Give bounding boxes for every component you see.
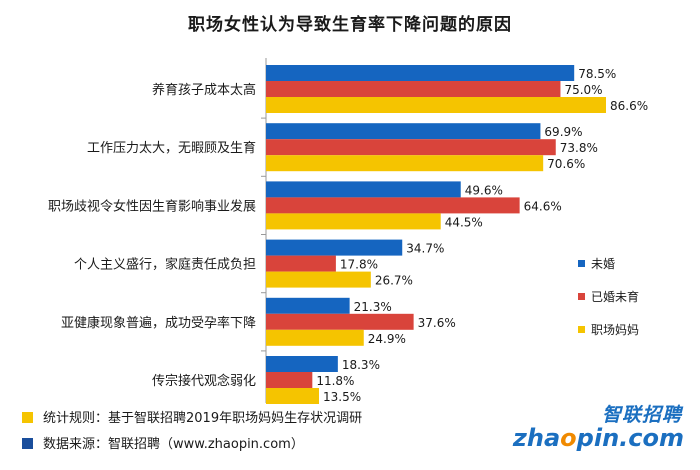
bar <box>266 388 320 404</box>
legend-item: 职场妈妈 <box>578 322 639 338</box>
data-label: 26.7% <box>375 274 413 288</box>
category-label: 工作压力太大，无暇顾及生育 <box>87 140 256 156</box>
data-label: 64.6% <box>524 199 562 213</box>
data-label: 73.8% <box>560 141 598 155</box>
data-label: 18.3% <box>342 358 380 372</box>
category-label: 养育孩子成本太高 <box>152 82 256 98</box>
bar <box>266 372 313 388</box>
zhaopin-logo: 智联招聘 zhaopin.com <box>513 400 688 460</box>
legend-item: 已婚未育 <box>578 289 639 305</box>
bar <box>266 356 338 372</box>
legend-item: 未婚 <box>578 256 615 272</box>
legend-swatch <box>578 293 585 300</box>
bar <box>266 213 441 230</box>
category-label: 亚健康现象普遍，成功受孕率下降 <box>61 315 256 331</box>
logo-cn-text: 智联招聘 <box>601 404 682 426</box>
chart-title: 职场女性认为导致生育率下降问题的原因 <box>188 15 512 35</box>
data-label: 34.7% <box>406 242 444 256</box>
data-label: 37.6% <box>418 316 456 330</box>
bar <box>266 123 541 140</box>
logo-en-text: zhaopin.com <box>513 424 684 452</box>
data-label: 69.9% <box>544 125 582 139</box>
bar <box>266 97 606 113</box>
category-label: 传宗接代观念弱化 <box>152 373 256 389</box>
bar <box>266 181 461 198</box>
data-label: 13.5% <box>323 390 361 404</box>
legend-label: 未婚 <box>591 257 616 271</box>
data-label: 11.8% <box>316 374 354 388</box>
legend-label: 职场妈妈 <box>591 323 640 337</box>
stat-rule-marker <box>22 412 33 423</box>
bar <box>266 65 575 81</box>
data-label: 24.9% <box>368 332 406 346</box>
category-label: 职场歧视令女性因生育影响事业发展 <box>48 198 256 214</box>
data-label: 70.6% <box>547 157 585 171</box>
bar <box>266 239 403 256</box>
data-label: 44.5% <box>445 215 483 229</box>
data-label: 49.6% <box>465 183 503 197</box>
data-source-marker <box>22 438 33 449</box>
data-label: 17.8% <box>340 258 378 272</box>
bar <box>266 255 336 272</box>
category-label: 个人主义盛行，家庭责任成负担 <box>74 257 256 273</box>
data-source-text: 数据来源：智联招聘（www.zhaopin.com） <box>43 437 304 452</box>
stat-rule-note: 统计规则：基于智联招聘2019年职场妈妈生存状况调研 <box>22 410 362 428</box>
logo-en-suffix: pin.com <box>576 424 684 452</box>
bar <box>266 81 561 97</box>
stat-rule-text: 统计规则：基于智联招聘2019年职场妈妈生存状况调研 <box>43 411 363 426</box>
bar <box>266 271 371 288</box>
logo-en-prefix: zha <box>512 424 561 452</box>
data-label: 86.6% <box>610 99 648 113</box>
bar <box>266 313 414 330</box>
bar <box>266 155 544 172</box>
bar <box>266 197 520 214</box>
data-label: 75.0% <box>564 83 602 97</box>
legend-swatch <box>578 326 585 333</box>
legend-label: 已婚未育 <box>591 290 640 304</box>
bar <box>266 329 364 346</box>
bar <box>266 297 350 314</box>
legend-swatch <box>578 260 585 267</box>
data-label: 21.3% <box>354 300 392 314</box>
logo-en-dot: o <box>560 424 577 452</box>
data-source-note: 数据来源：智联招聘（www.zhaopin.com） <box>22 436 304 454</box>
data-label: 78.5% <box>578 67 616 81</box>
bar <box>266 139 556 156</box>
